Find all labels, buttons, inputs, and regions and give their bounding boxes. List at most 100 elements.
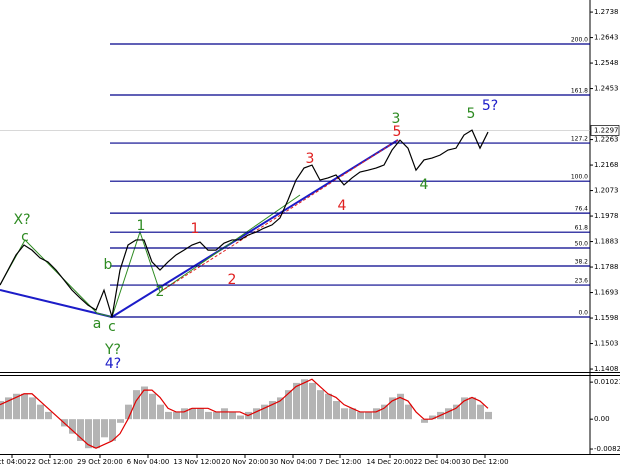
osc-bar xyxy=(109,419,116,441)
osc-bar xyxy=(173,411,180,420)
osc-bar xyxy=(165,411,172,420)
wave-label: 4 xyxy=(420,177,429,193)
osc-bar xyxy=(229,411,236,420)
price-panel xyxy=(0,129,590,318)
osc-bar xyxy=(149,393,156,420)
fib-label: 38.2 xyxy=(575,258,589,265)
x-tick-label: 13 Nov 12:00 xyxy=(173,458,220,466)
osc-bar xyxy=(237,415,244,420)
wave-label: 3 xyxy=(306,151,315,167)
osc-bar xyxy=(157,404,164,420)
osc-bar xyxy=(261,404,268,420)
wave-label: 5 xyxy=(467,106,476,122)
fib-label: 100.0 xyxy=(571,174,588,181)
osc-bar xyxy=(453,404,460,420)
osc-bar xyxy=(333,401,340,420)
osc-bar xyxy=(277,397,284,420)
x-tick-label: 20 Nov 20:00 xyxy=(221,458,268,466)
wave-label: a xyxy=(93,316,102,332)
wave-label: c xyxy=(108,319,116,335)
wave-label: 4? xyxy=(105,356,121,372)
osc-bar xyxy=(349,408,356,420)
osc-bar xyxy=(325,393,332,420)
x-tick-label: 30 Nov 04:00 xyxy=(269,458,316,466)
osc-bar xyxy=(317,390,324,420)
osc-bar xyxy=(397,393,404,420)
wave-label: 3 xyxy=(392,111,401,127)
y-tick-label: 1.1883 xyxy=(594,238,619,246)
fib-label: 200.0 xyxy=(571,37,588,44)
osc-bar xyxy=(85,419,92,449)
osc-bar xyxy=(381,404,388,420)
osc-bar xyxy=(445,408,452,420)
osc-bar xyxy=(0,401,4,420)
osc-bar xyxy=(421,419,428,423)
wave-label: b xyxy=(104,257,113,273)
osc-bar xyxy=(29,397,36,420)
osc-bar xyxy=(141,386,148,420)
osc-bar xyxy=(357,411,364,420)
x-tick-label: 7 Dec 12:00 xyxy=(319,458,362,466)
y-tick-label: 1.2453 xyxy=(594,85,619,93)
channel-line xyxy=(159,139,399,293)
x-tick-label: 30 Dec 12:00 xyxy=(461,458,508,466)
osc-bar xyxy=(133,390,140,420)
fib-levels: 0.0 23.6 38.2 50.0 61.8 76.4 100.0 127.2 161.8 20… xyxy=(110,37,590,318)
x-tick-label: ct 04:00 xyxy=(0,458,27,466)
osc-bar xyxy=(461,397,468,420)
y-tick-label: 1.2263 xyxy=(594,136,619,144)
y-tick-label: 1.1503 xyxy=(594,340,619,348)
osc-bar xyxy=(285,390,292,420)
fib-label: 127.2 xyxy=(571,136,588,143)
osc-bar xyxy=(205,411,212,420)
current-price-box xyxy=(590,125,620,136)
y-tick-label: 1.2738 xyxy=(594,8,619,16)
osc-bar xyxy=(101,419,108,438)
osc-bar xyxy=(221,408,228,420)
fib-label: 61.8 xyxy=(575,225,589,232)
osc-bar xyxy=(469,397,476,420)
osc-bar xyxy=(93,419,100,449)
axes: 1.2738 1.2643 1.2548 1.2453 1.2263 1.2168 1.20… xyxy=(0,8,620,466)
y-tick-label: 1.1978 xyxy=(594,212,619,220)
y-tick-label: 1.1598 xyxy=(594,314,619,322)
osc-bar xyxy=(301,379,308,420)
y-tick-label: 1.2073 xyxy=(594,187,619,195)
current-price-label: 1.2297 xyxy=(594,126,619,134)
osc-bar xyxy=(477,404,484,420)
osc-bar xyxy=(293,382,300,420)
osc-tick-label: 0.00 xyxy=(594,415,610,423)
fib-label: 161.8 xyxy=(571,88,588,95)
wave-label: 5? xyxy=(482,98,498,114)
wave-label: 5 xyxy=(393,124,402,140)
x-tick-label: 6 Nov 04:00 xyxy=(127,458,170,466)
osc-bar xyxy=(253,408,260,420)
osc-bar xyxy=(117,419,124,423)
signal-line xyxy=(0,378,489,449)
fib-label: 0.0 xyxy=(578,309,588,316)
osc-bar xyxy=(341,408,348,420)
osc-bar xyxy=(309,382,316,420)
y-tick-label: 1.2643 xyxy=(594,34,619,42)
wave-label: 2 xyxy=(228,272,237,288)
fib-label: 76.4 xyxy=(575,206,589,213)
osc-bar xyxy=(45,411,52,420)
osc-bar xyxy=(13,393,20,420)
osc-bar xyxy=(21,393,28,420)
fib-label: 23.6 xyxy=(575,278,589,285)
osc-bar xyxy=(5,397,12,420)
osc-bar xyxy=(197,408,204,420)
wave-label: 4 xyxy=(338,198,347,214)
osc-bar xyxy=(77,419,84,441)
osc-bar xyxy=(429,415,436,420)
y-tick-label: 1.2548 xyxy=(594,59,619,67)
osc-bar xyxy=(189,408,196,420)
x-tick-label: 22 Dec 04:00 xyxy=(413,458,460,466)
price-line xyxy=(0,129,489,318)
fib-label: 50.0 xyxy=(575,241,589,248)
osc-bar xyxy=(485,411,492,420)
wave-label: 2 xyxy=(156,284,165,300)
wave-label: X? xyxy=(13,212,30,228)
